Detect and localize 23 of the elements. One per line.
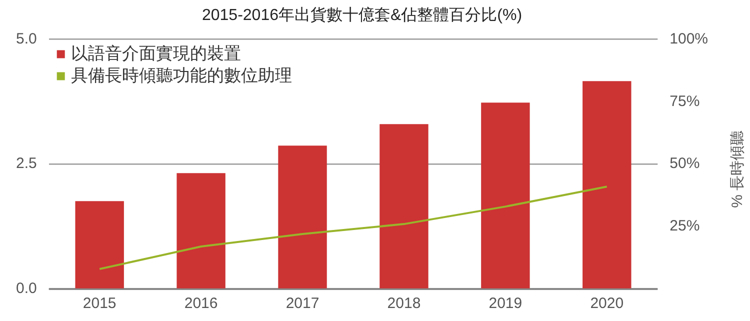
legend-label: 以語音介面實現的裝置 — [70, 44, 241, 63]
y-tick-label: 0.0 — [16, 280, 37, 298]
x-tick-label: 2020 — [590, 295, 624, 312]
y2-tick-label: 75% — [670, 92, 700, 110]
bar — [278, 146, 327, 288]
bar — [75, 201, 124, 288]
y-tick-label: 2.5 — [16, 155, 37, 172]
bar — [481, 102, 530, 288]
y2-tick-label: 25% — [670, 218, 700, 235]
x-tick-label: 2017 — [286, 295, 320, 312]
legend-label: 具備長時傾聽功能的數位助理 — [70, 66, 292, 85]
y2-tick-label: 100% — [670, 30, 708, 48]
bar — [176, 173, 226, 288]
x-tick-label: 2015 — [82, 295, 116, 312]
y-tick-label: 5.0 — [16, 30, 37, 48]
chart-title: 2015-2016年出貨數十億套&佔整體百分比(%) — [202, 6, 522, 24]
x-tick-label: 2019 — [488, 295, 522, 312]
bar — [582, 81, 632, 288]
y2-tick-label: 50% — [670, 155, 700, 172]
y2-axis-title: % 長時傾聽 — [729, 130, 746, 208]
x-tick-label: 2016 — [184, 295, 218, 312]
bar — [380, 124, 428, 288]
x-tick-label: 2018 — [387, 295, 421, 312]
